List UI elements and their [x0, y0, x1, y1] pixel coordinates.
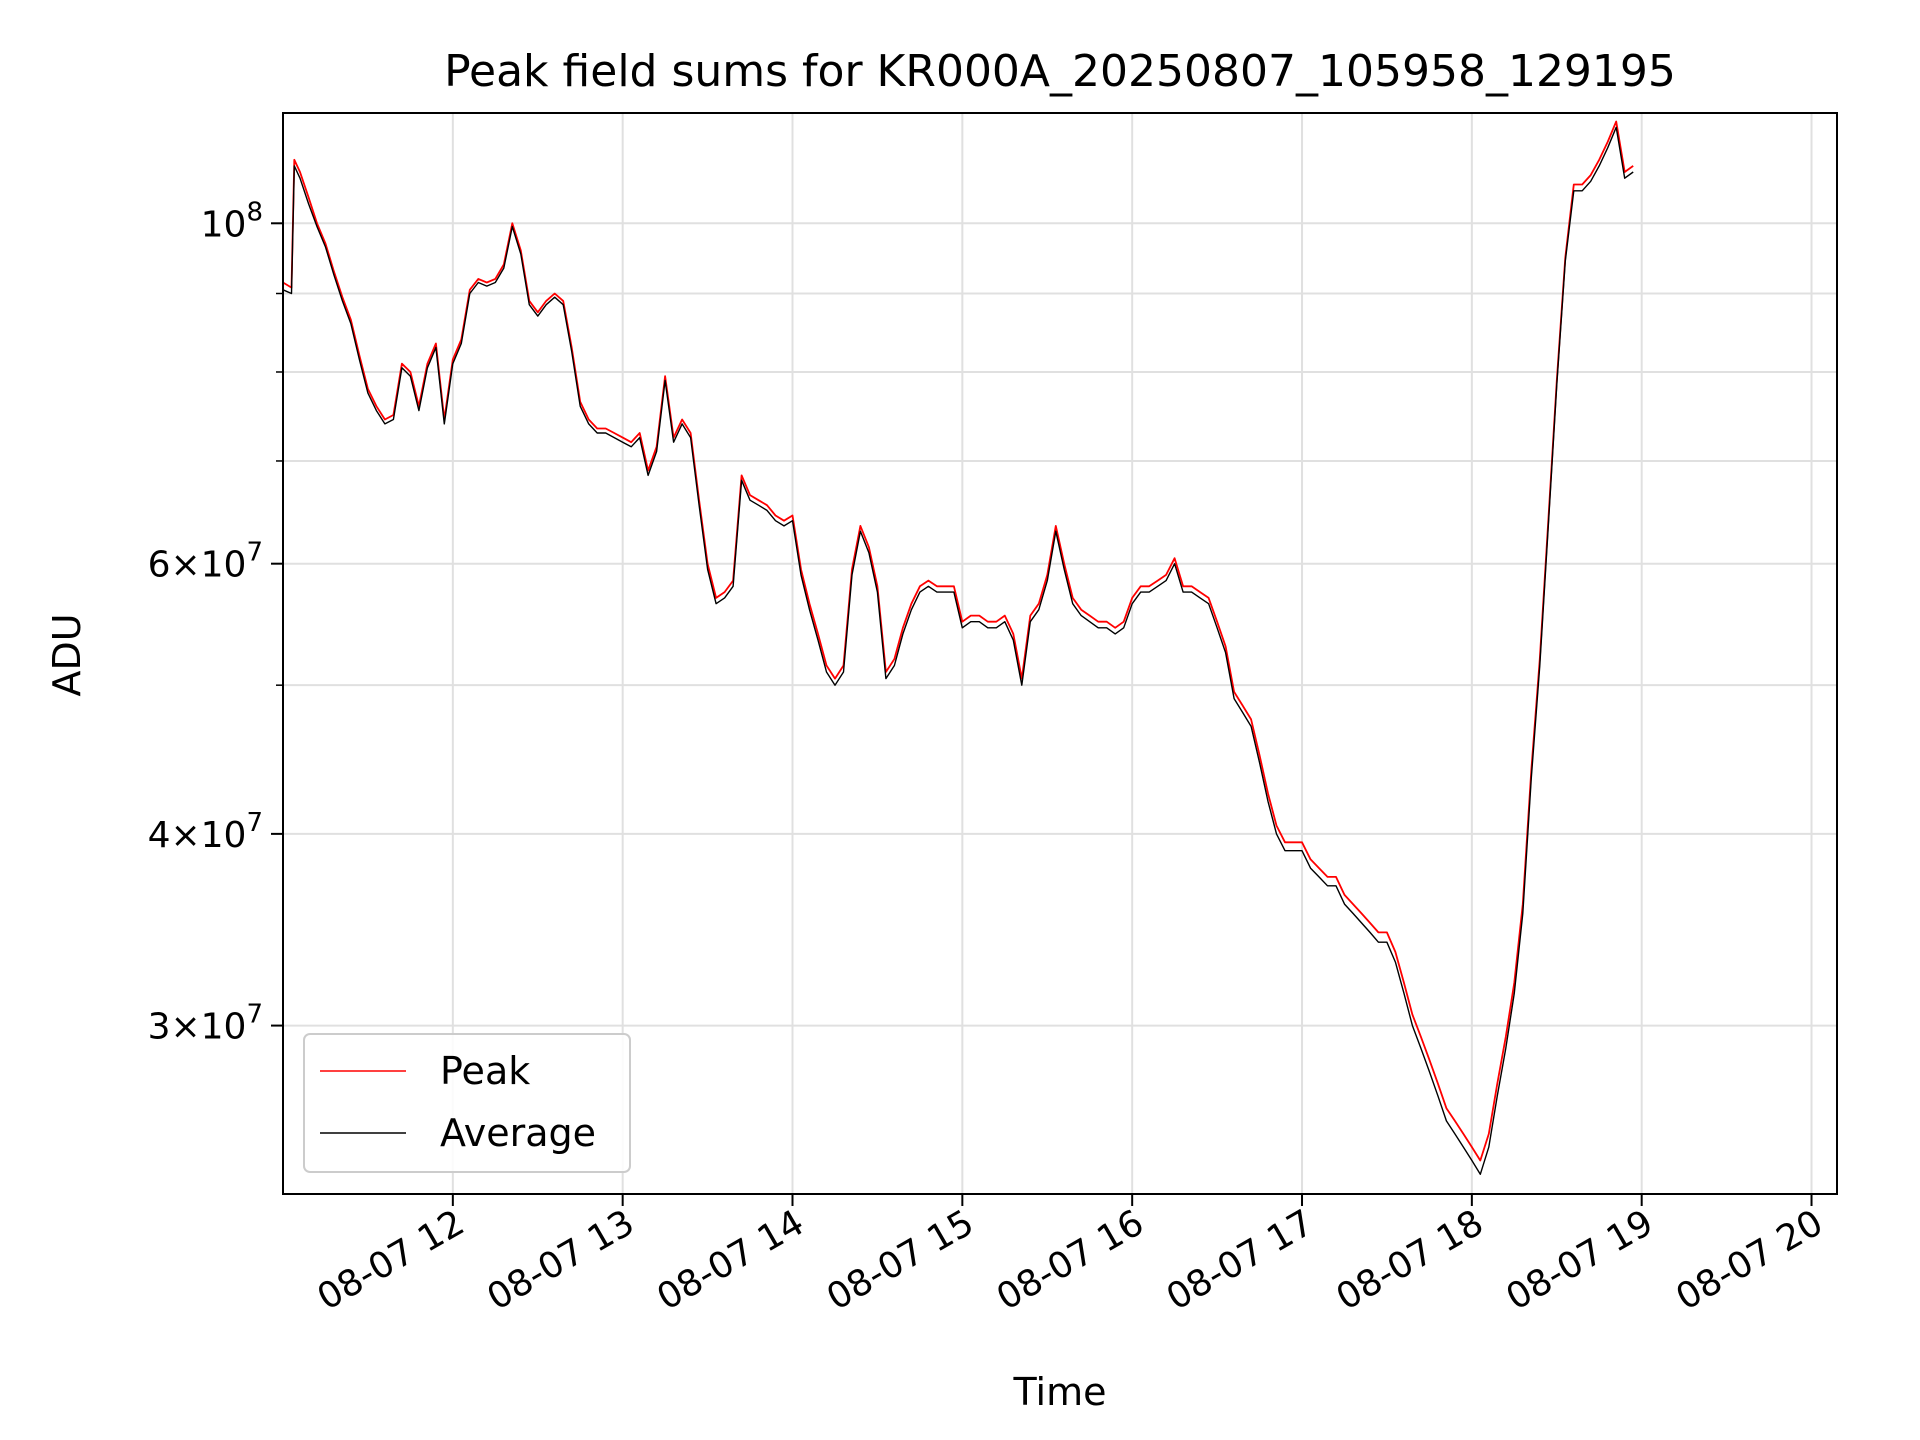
- y-tick-exponent: 8: [246, 197, 263, 227]
- y-tick-mantissa: 6×: [148, 545, 201, 586]
- x-axis-title: Time: [1013, 1370, 1107, 1414]
- plot-frame: [282, 112, 1838, 1195]
- y-tick-mantissa: 4×: [148, 815, 201, 856]
- y-axis-title: ADU: [45, 613, 89, 696]
- y-tick-exponent: 7: [246, 538, 263, 568]
- y-tick-base: 10: [201, 545, 247, 586]
- y-tick-base: 10: [201, 204, 247, 245]
- y-tick-base: 10: [201, 815, 247, 856]
- y-tick-exponent: 7: [246, 1000, 263, 1030]
- y-tick-label: 4×107: [148, 808, 263, 856]
- y-tick-label: 3×107: [148, 1000, 263, 1048]
- series-lines: [282, 120, 1634, 1176]
- chart-title: Peak field sums for KR000A_20250807_1059…: [444, 46, 1676, 97]
- legend-box: [303, 1033, 631, 1173]
- series-line-peak: [282, 120, 1634, 1162]
- legend-label-peak: Peak: [440, 1049, 530, 1093]
- legend: Peak Average: [303, 1033, 631, 1173]
- y-tick-exponent: 7: [246, 808, 263, 838]
- legend-label-average: Average: [440, 1111, 596, 1155]
- y-tick-base: 10: [201, 1007, 247, 1048]
- grid: [283, 113, 1837, 1194]
- y-tick-label: 108: [201, 197, 263, 245]
- y-tick-mantissa: 3×: [148, 1007, 201, 1048]
- y-tick-label: 6×107: [148, 538, 263, 586]
- series-line-average: [282, 126, 1634, 1176]
